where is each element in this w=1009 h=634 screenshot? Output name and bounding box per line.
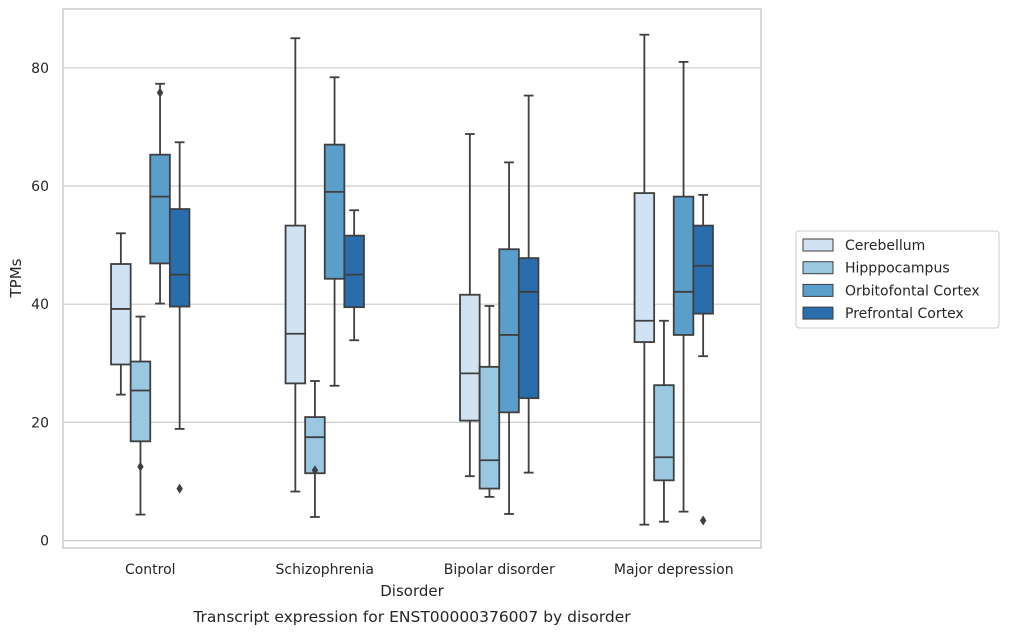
- plot-frame: [62, 8, 762, 549]
- box: [653, 384, 675, 482]
- legend-swatch: [802, 238, 834, 252]
- y-tick-label: 80: [31, 61, 49, 77]
- legend-label: Orbitofontal Cortex: [845, 283, 980, 299]
- box: [692, 224, 714, 315]
- box: [323, 143, 346, 280]
- legend-label: Prefrontal Cortex: [845, 306, 964, 322]
- outlier-point: [699, 515, 707, 526]
- box: [459, 293, 481, 422]
- box-group: [672, 60, 695, 513]
- x-axis-ticks: Control Schizophrenia Bipolar disorder Majo…: [125, 562, 734, 578]
- legend-frame: [795, 230, 1000, 329]
- legend-label: Hipppocampus: [845, 261, 950, 277]
- box-group: [498, 161, 520, 515]
- x-tick-label: Major depression: [614, 562, 734, 578]
- y-axis-ticks: 0 20 40 60 80: [31, 61, 49, 550]
- box-group: [110, 232, 132, 396]
- boxes: [110, 33, 714, 526]
- box: [517, 257, 540, 400]
- box-group: [692, 193, 714, 526]
- y-axis-label: TPMs: [7, 258, 25, 298]
- box-group: [653, 319, 675, 523]
- y-tick-label: 20: [31, 415, 49, 431]
- box: [304, 416, 326, 475]
- outlier-point: [176, 483, 183, 494]
- box: [478, 365, 501, 490]
- box-group: [633, 33, 656, 526]
- outlier-point: [156, 87, 164, 98]
- legend-swatch: [802, 261, 834, 275]
- box: [110, 263, 132, 366]
- chart-caption: Transcript expression for ENST0000037600…: [192, 608, 631, 626]
- outlier-point: [311, 465, 319, 476]
- legend-swatch: [802, 306, 834, 320]
- box: [149, 153, 171, 265]
- legend: Cerebellum Hipppocampus Orbitofontal Corte…: [795, 230, 1000, 329]
- box-group: [323, 76, 346, 387]
- box: [498, 248, 520, 414]
- box: [129, 360, 152, 443]
- box: [633, 192, 656, 343]
- legend-label: Cerebellum: [845, 238, 925, 254]
- y-tick-label: 0: [40, 534, 49, 550]
- box-group: [304, 380, 326, 518]
- box-group: [284, 37, 307, 493]
- x-tick-label: Schizophrenia: [276, 562, 374, 578]
- box: [284, 224, 307, 385]
- box-group: [149, 82, 171, 305]
- y-tick-label: 60: [31, 179, 49, 195]
- box-group: [343, 209, 365, 342]
- x-tick-label: Control: [125, 562, 176, 578]
- box: [168, 208, 191, 308]
- legend-items: Cerebellum Hipppocampus Orbitofontal Corte…: [802, 238, 980, 322]
- box-group: [459, 133, 481, 478]
- legend-swatch: [802, 283, 834, 297]
- box-group: [129, 315, 152, 516]
- box-group: [168, 141, 191, 494]
- y-tick-label: 40: [31, 297, 49, 313]
- x-tick-label: Bipolar disorder: [444, 562, 555, 578]
- box: [672, 195, 695, 336]
- box: [343, 234, 365, 309]
- box-group: [517, 94, 540, 474]
- box-group: [478, 305, 501, 498]
- x-axis-label: Disorder: [380, 582, 444, 600]
- outlier-point: [137, 461, 144, 472]
